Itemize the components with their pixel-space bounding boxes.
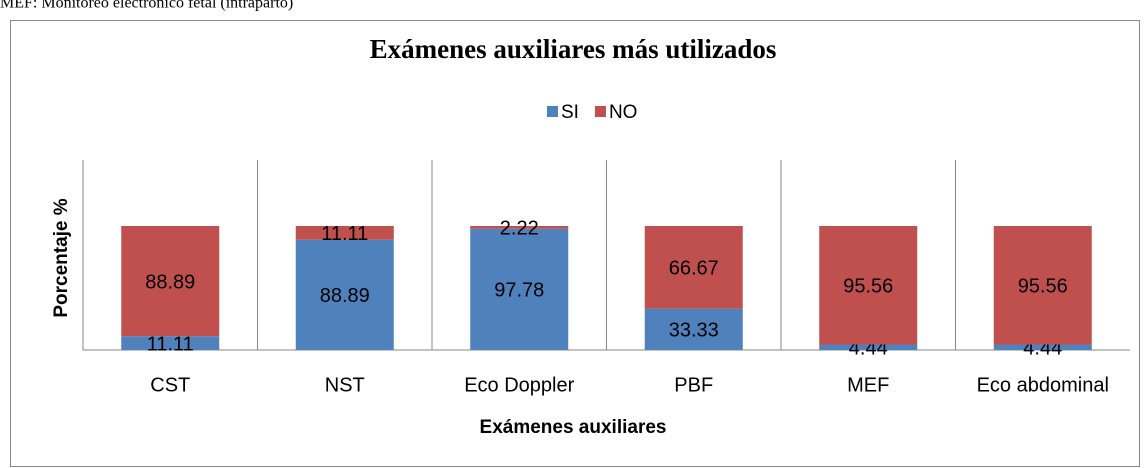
bar-segment <box>470 228 569 350</box>
bar-segment <box>295 226 394 240</box>
bar-segment <box>644 226 743 309</box>
caption: MEF: Monitoreo electrónico fetal (intrap… <box>0 0 293 12</box>
bar-segment <box>819 226 918 345</box>
x-tick-label: CST <box>150 374 190 396</box>
legend-label: SI <box>561 102 579 123</box>
bar-segment <box>295 239 394 350</box>
data-label: 88.89 <box>145 271 195 293</box>
x-tick-label: Eco abdominal <box>977 374 1109 396</box>
data-label: 2.22 <box>500 218 539 240</box>
chart-frame <box>10 20 1140 467</box>
x-tick-label: PBF <box>674 374 713 396</box>
y-axis-title: Porcentaje % <box>51 198 72 317</box>
bar-segment <box>993 226 1092 345</box>
legend-swatch <box>594 106 606 117</box>
data-label: 11.11 <box>147 333 194 355</box>
data-label: 66.67 <box>669 258 719 280</box>
data-label: 33.33 <box>669 320 719 342</box>
x-axis-title: Exámenes auxiliares <box>480 417 667 438</box>
bar-segment <box>470 226 569 229</box>
data-label: 88.89 <box>320 285 370 307</box>
bar-segment <box>121 226 220 337</box>
legend-label: NO <box>609 102 638 123</box>
bar-segment <box>819 344 918 350</box>
data-label: 95.56 <box>1018 276 1068 298</box>
chart-title: Exámenes auxiliares más utilizados <box>370 34 777 64</box>
bar-segment <box>993 344 1092 350</box>
bar-segment <box>644 308 743 350</box>
data-label: 11.11 <box>321 223 368 245</box>
x-tick-label: MEF <box>847 374 889 396</box>
data-label: 97.78 <box>494 280 544 302</box>
bar-segment <box>121 336 220 350</box>
legend-swatch <box>547 106 558 117</box>
data-label: 95.56 <box>843 276 893 298</box>
x-tick-label: Eco Doppler <box>464 374 574 396</box>
x-tick-label: NST <box>325 374 365 396</box>
